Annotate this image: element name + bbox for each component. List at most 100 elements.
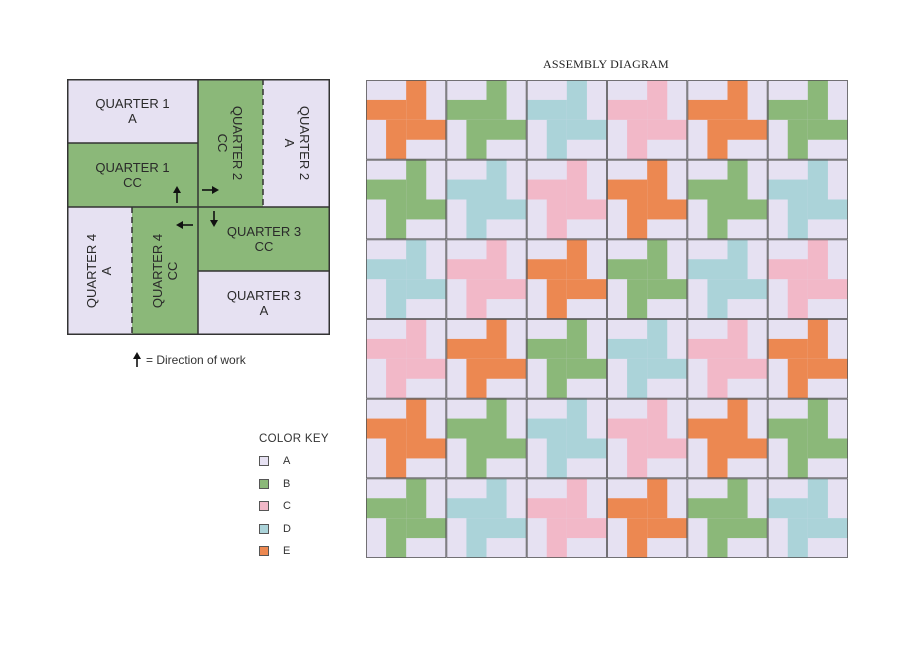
quilt-block-outline [446,80,527,160]
quilt-block-outline [687,80,768,160]
quilt-block-piece [466,199,487,240]
quilt-block-piece [727,199,768,220]
quilt-block-piece [727,279,768,300]
quilt-block [526,80,607,160]
quilt-block-piece [607,338,648,359]
quarter-layout-graphic [67,79,330,335]
quilt-block-piece [566,159,587,200]
quilt-block-piece [807,159,828,200]
quilt-block-piece [607,99,648,120]
quilt-block [767,478,848,558]
quilt-block-piece [406,358,447,379]
quilt-block-outline [446,239,527,319]
color-key-label: E [283,545,291,558]
quilt-block-piece [466,438,487,479]
quilt-block-piece [566,398,587,439]
quilt-block [526,319,607,399]
quilt-block-piece [486,119,527,140]
quilt-block [687,398,768,479]
quilt-block-outline [767,239,848,319]
quilt-block-piece [647,478,668,519]
quilt-block [607,159,688,240]
quarter-3-cc-piece [198,207,330,271]
color-swatch-c [259,501,269,512]
quilt-block-piece [366,99,407,120]
quarter-2-cc-label: QUARTER 2 CC [215,105,245,181]
quilt-block [687,80,768,160]
color-key-item: A [259,450,329,473]
quarter-3-cc-label: QUARTER 3 CC [226,224,302,254]
quilt-block-piece [647,438,688,459]
quilt-block [767,398,848,479]
quilt-block-outline [366,478,447,558]
quilt-block-piece [807,279,848,300]
quilt-block-piece [486,159,507,200]
quilt-block-outline [607,80,688,160]
quilt-block-piece [787,199,808,240]
quilt-block-piece [446,498,487,519]
quilt-block-piece [386,518,407,558]
quilt-block-piece [807,398,828,439]
quilt-block [607,478,688,558]
quilt-block-piece [366,179,407,200]
quilt-block-piece [366,259,407,280]
quilt-block-outline [526,478,607,558]
quilt-block [767,80,848,160]
quilt-block-piece [627,119,648,160]
quilt-block-piece [807,478,828,519]
quilt-block-piece [767,179,808,200]
quilt-block-piece [406,279,447,300]
quilt-block-piece [607,179,648,200]
quilt-block-outline [526,239,607,319]
quilt-block-piece [446,418,487,439]
quilt-block-piece [727,518,768,539]
quilt-block-piece [566,438,607,459]
quilt-block-piece [807,199,848,220]
color-key-label: C [283,500,291,513]
quilt-block-outline [767,478,848,558]
quilt-block-piece [727,80,748,120]
quilt-block-piece [627,438,648,479]
quilt-block [767,159,848,240]
quilt-block-outline [767,398,848,479]
quilt-block-piece [546,358,567,399]
quilt-block-piece [647,119,688,140]
quilt-block-outline [607,159,688,240]
quilt-block-piece [406,319,427,359]
quilt-block [366,398,447,479]
color-key-label: A [283,455,291,468]
quilt-block-outline [767,159,848,240]
quilt-block-piece [446,99,487,120]
quilt-block [767,239,848,319]
quilt-block [446,478,527,558]
quilt-block-piece [707,518,728,558]
quilt-block-piece [526,179,567,200]
quilt-block-piece [767,418,808,439]
quilt-block-piece [627,518,648,558]
quilt-block-outline [366,239,447,319]
quilt-block-piece [446,179,487,200]
quilt-block-piece [486,279,527,300]
quilt-block [526,159,607,240]
quilt-block [767,319,848,399]
color-key-label: D [283,522,291,535]
quilt-block-piece [787,358,808,399]
quilt-block-piece [767,99,808,120]
quilt-block-piece [687,418,728,439]
quilt-block-piece [807,438,848,459]
quilt-block-piece [566,518,607,539]
quilt-block-piece [647,159,668,200]
quilt-block-piece [787,119,808,160]
quilt-block-outline [687,398,768,479]
quilt-block-piece [727,119,768,140]
color-key-item: D [259,518,329,541]
quilt-block-piece [707,199,728,240]
color-key: COLOR KEY A B C D E [259,433,329,563]
quarter-4-cc-piece [132,207,198,335]
quilt-block [366,319,447,399]
quilt-block-outline [446,319,527,399]
quilt-block-outline [446,478,527,558]
quilt-block-piece [727,438,768,459]
quilt-block-piece [386,199,407,240]
quilt-block [526,398,607,479]
